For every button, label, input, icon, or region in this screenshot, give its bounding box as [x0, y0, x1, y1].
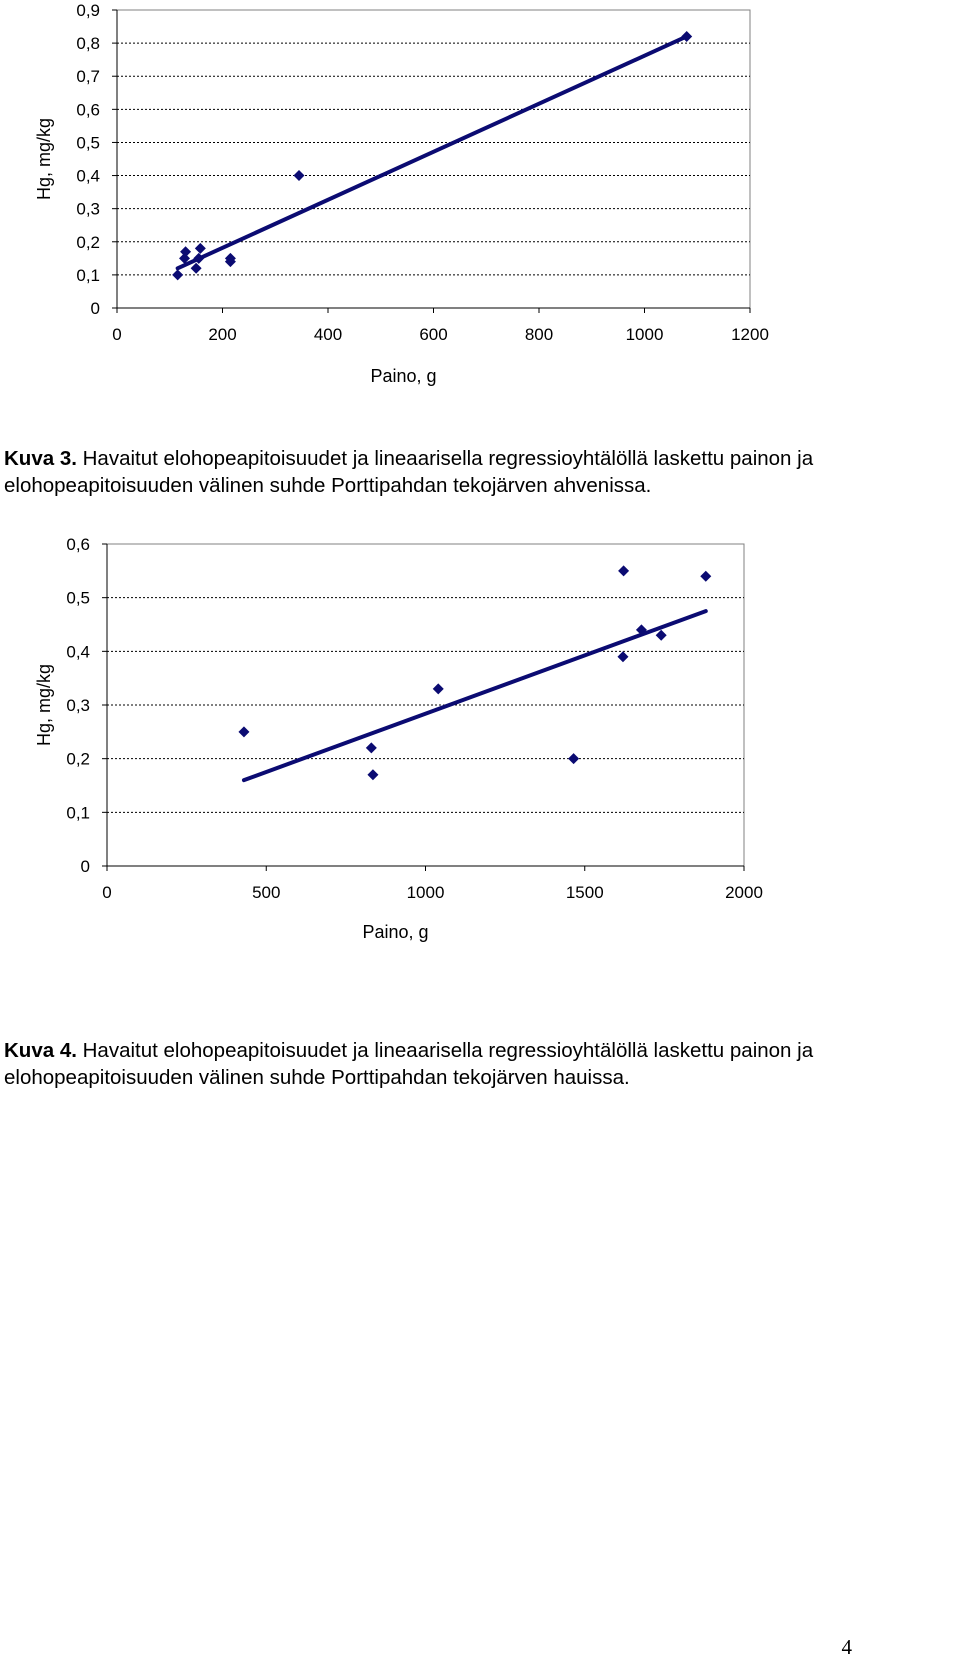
y-tick-label: 0,8: [76, 34, 100, 53]
data-point: [238, 726, 250, 738]
data-point: [365, 742, 377, 754]
caption-text: Havaitut elohopeapitoisuudet ja lineaari…: [4, 447, 814, 497]
data-point: [700, 570, 712, 582]
data-point: [655, 629, 667, 641]
x-tick-label: 500: [252, 883, 280, 902]
y-tick-label: 0,1: [76, 266, 100, 285]
plot-frame: [116, 9, 751, 309]
y-tick-label: 0,2: [66, 750, 90, 769]
regression-line: [175, 34, 689, 271]
x-axis-label: Paino, g: [362, 922, 428, 942]
y-tick-label: 0,6: [76, 100, 100, 119]
x-tick-label: 1000: [407, 883, 445, 902]
data-point: [568, 753, 580, 765]
caption-text: Havaitut elohopeapitoisuudet ja lineaari…: [4, 1039, 814, 1089]
y-tick-label: 0,1: [66, 803, 90, 822]
regression-line: [241, 609, 708, 783]
data-point: [179, 252, 191, 264]
x-tick-label: 600: [419, 325, 447, 344]
figure-caption-4: Kuva 4. Havaitut elohopeapitoisuudet ja …: [4, 1037, 956, 1091]
data-point: [618, 565, 630, 577]
x-tick-label: 1000: [626, 325, 664, 344]
data-point: [180, 246, 192, 258]
data-point: [617, 651, 629, 663]
x-tick-label: 800: [525, 325, 553, 344]
data-point: [293, 170, 305, 182]
data-point: [367, 769, 379, 781]
y-axis-label: Hg, mg/kg: [34, 664, 54, 746]
y-axis-label: Hg, mg/kg: [34, 118, 54, 200]
caption-label: Kuva 3.: [4, 447, 77, 470]
y-tick-label: 0,6: [66, 535, 90, 554]
chart-hauki: 0 0,1 0,2 0,3 0,4 0,5 0,6 0 500 1000 1500 2000 Paino…: [34, 535, 763, 942]
x-tick-label: 0: [102, 883, 111, 902]
y-tick-label: 0: [81, 857, 90, 876]
y-tick-label: 0,4: [66, 642, 90, 661]
data-point: [193, 252, 205, 264]
data-point: [681, 30, 693, 42]
data-point: [190, 262, 202, 274]
x-tick-label: 0: [112, 325, 121, 344]
data-point: [432, 683, 444, 695]
y-tick-label: 0,2: [76, 233, 100, 252]
figure-caption-3: Kuva 3. Havaitut elohopeapitoisuudet ja …: [4, 445, 956, 499]
data-point: [194, 242, 206, 254]
x-tick-label: 1500: [566, 883, 604, 902]
x-axis-label: Paino, g: [370, 366, 436, 386]
y-tick-label: 0,5: [76, 133, 100, 152]
y-tick-label: 0: [91, 299, 100, 318]
data-point: [635, 624, 647, 636]
chart-ahven: 0 0,1 0,2 0,3 0,4 0,5 0,6 0,7 0,8 0,9 0 200 400 600 80…: [34, 1, 769, 386]
y-tick-label: 0,3: [66, 696, 90, 715]
y-tick-label: 0,3: [76, 200, 100, 219]
y-tick-label: 0,7: [76, 67, 100, 86]
data-point: [224, 252, 236, 264]
data-point: [172, 269, 184, 281]
page-number: 4: [841, 1635, 853, 1659]
y-tick-label: 0,5: [66, 589, 90, 608]
x-tick-label: 200: [208, 325, 236, 344]
x-tick-label: 2000: [725, 883, 763, 902]
x-tick-label: 400: [314, 325, 342, 344]
x-tick-label: 1200: [731, 325, 769, 344]
y-tick-label: 0,9: [76, 1, 100, 20]
y-tick-label: 0,4: [76, 167, 100, 186]
caption-label: Kuva 4.: [4, 1039, 77, 1062]
